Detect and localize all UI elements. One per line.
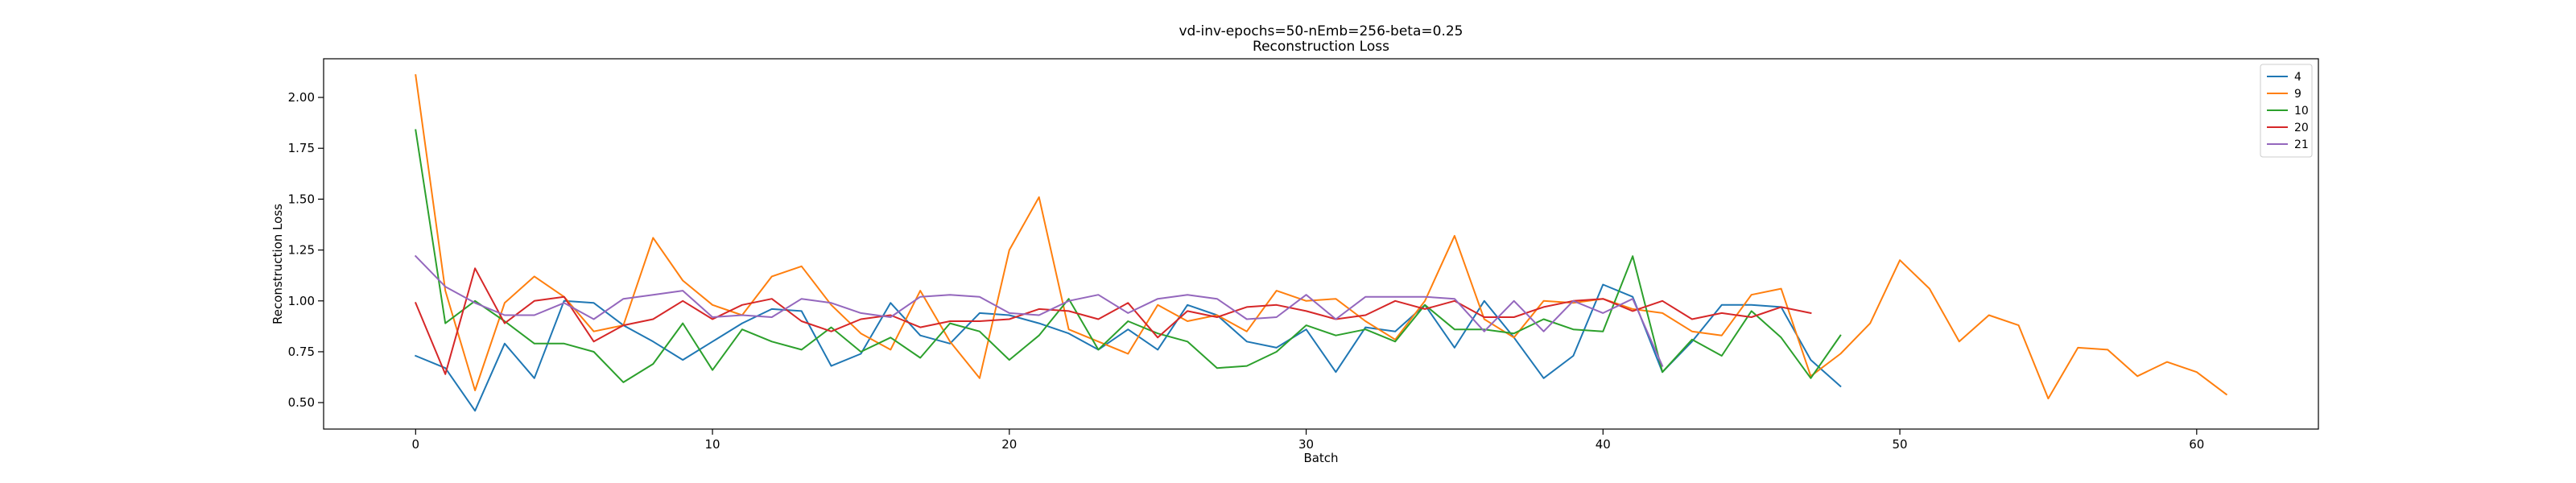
- x-axis-title: Batch: [1303, 451, 1338, 465]
- y-tick-label: 1.50: [288, 192, 315, 206]
- legend-label-20: 20: [2294, 122, 2309, 134]
- legend-label-9: 9: [2294, 88, 2301, 101]
- series-line-4: [414, 283, 1842, 412]
- x-tick-label: 60: [2189, 437, 2204, 452]
- chart-subtitle: Reconstruction Loss: [1253, 39, 1389, 55]
- y-tick-label: 1.00: [288, 294, 315, 308]
- plot-frame: [323, 58, 2319, 430]
- series-line-20: [414, 267, 1812, 375]
- plot-area: [324, 59, 2318, 429]
- x-tick-label: 0: [412, 437, 420, 452]
- legend-label-4: 4: [2294, 71, 2301, 84]
- plot-background: [324, 59, 2318, 429]
- x-tick-label: 50: [1893, 437, 1908, 452]
- legend-label-21: 21: [2294, 138, 2309, 151]
- legend-label-10: 10: [2294, 105, 2309, 118]
- y-tick-label: 0.75: [288, 345, 315, 359]
- series-layer: [414, 74, 2228, 412]
- y-tick-label: 1.75: [288, 141, 315, 155]
- x-tick-label: 20: [1001, 437, 1017, 452]
- chart-title: vd-inv-epochs=50-nEmb=256-beta=0.25: [1179, 23, 1463, 39]
- y-tick-label: 0.50: [288, 395, 315, 410]
- y-tick-label: 2.00: [288, 90, 315, 105]
- series-line-21: [414, 254, 1664, 367]
- series-line-10: [415, 129, 1842, 383]
- x-tick-label: 10: [705, 437, 720, 452]
- y-axis-title: Reconstruction Loss: [270, 204, 285, 324]
- y-tick-label: 1.25: [288, 243, 315, 258]
- legend: 4 9 10 20 21: [2260, 64, 2313, 158]
- axes-layer: 0 10 20 30 40 50 60 0.50 0.75 1.00 1.25 1.50 1.75 2.0…: [288, 58, 2319, 452]
- series-line-9: [415, 74, 2228, 400]
- x-tick-label: 30: [1298, 437, 1314, 452]
- x-tick-label: 40: [1596, 437, 1611, 452]
